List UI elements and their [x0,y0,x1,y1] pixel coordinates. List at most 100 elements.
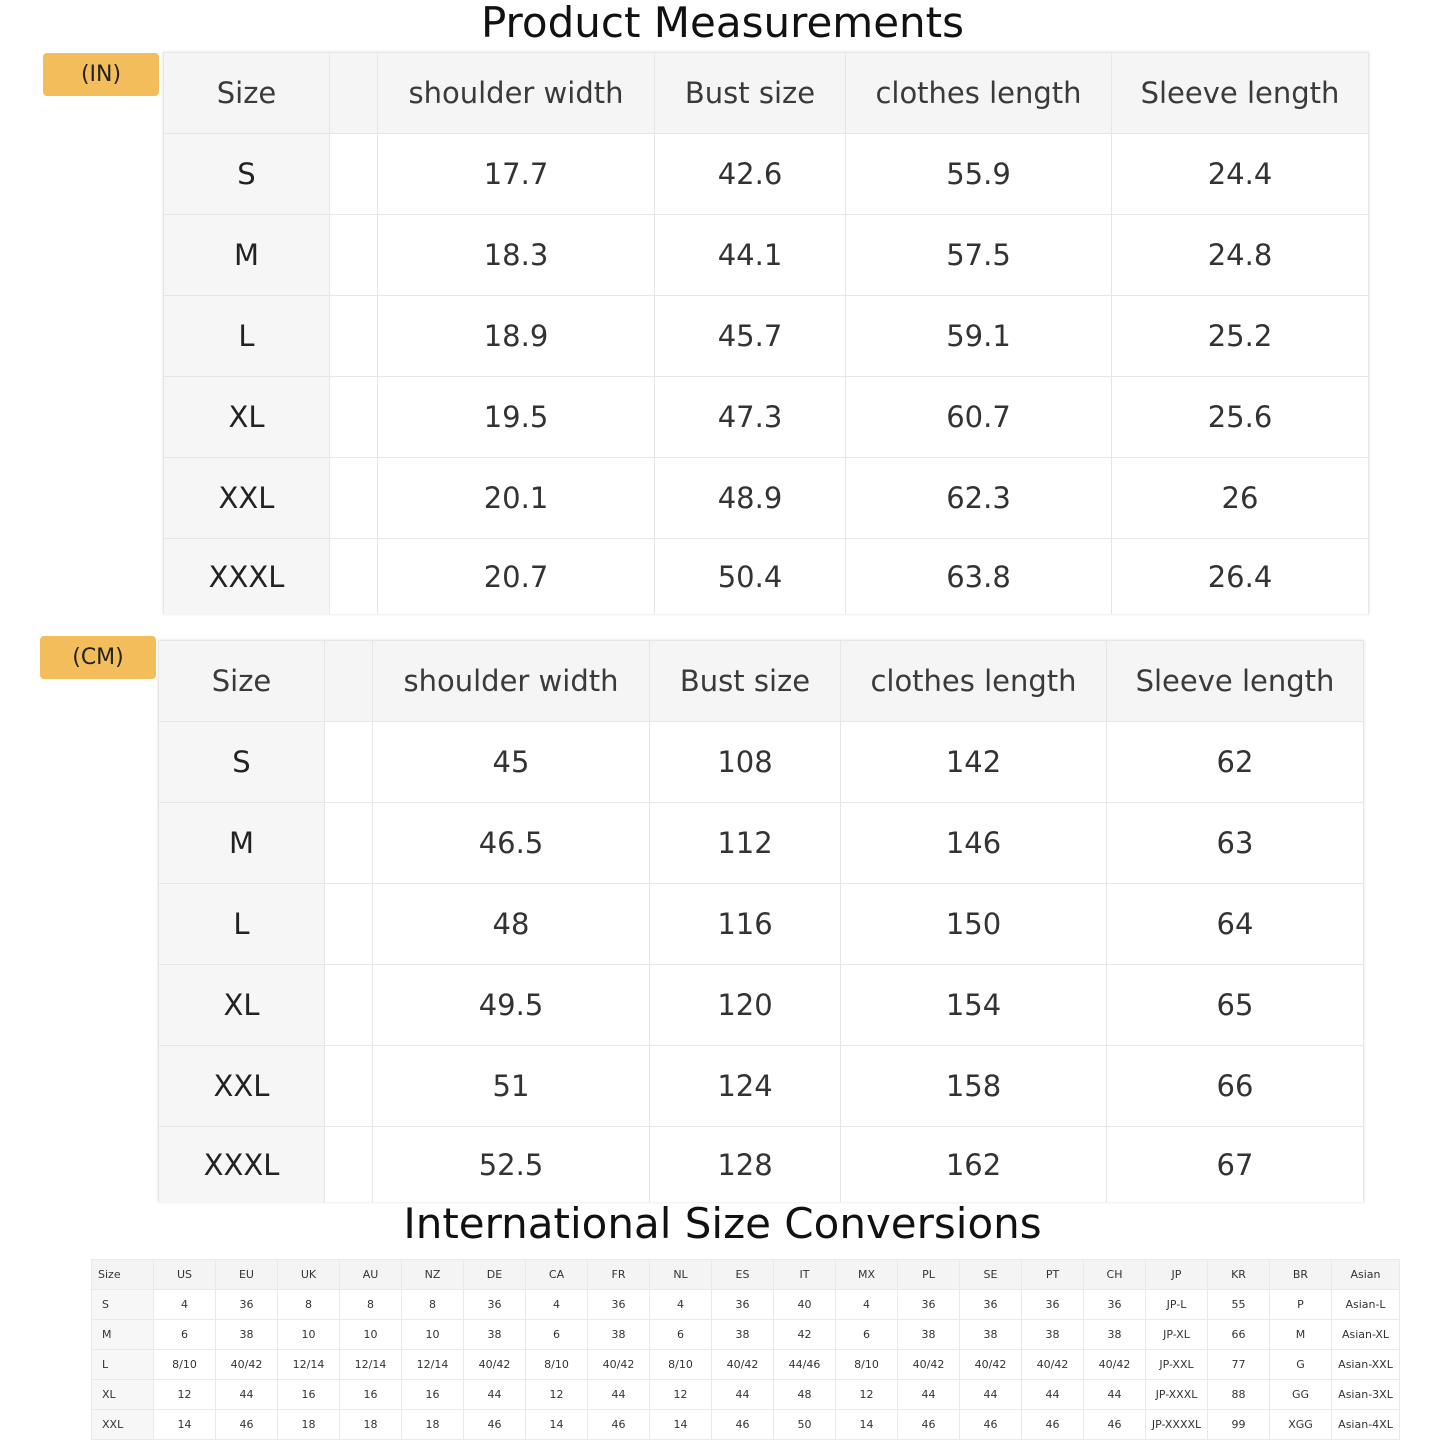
table-row: S 17.7 42.6 55.9 24.4 [163,133,1369,215]
conversion-cell: 12/14 [339,1349,402,1380]
inch-unit-badge: (IN) [43,53,159,96]
conversion-cell: 4 [835,1289,898,1320]
measurement-cell: 66 [1106,1045,1364,1127]
conversion-cell: 46 [1021,1409,1084,1440]
measurement-cell: 59.1 [845,295,1112,377]
size-cell: L [158,883,325,965]
blank-cell [329,214,378,296]
size-cell: M [158,802,325,884]
table-row: XXL 51 124 158 66 [158,1045,1364,1127]
blank-cell [329,457,378,539]
conversion-cell: 38 [463,1319,526,1350]
cm-measurement-table: Size shoulder width Bust size clothes lengt… [158,640,1364,1202]
size-column-header: Size [91,1259,154,1290]
conversion-cell: 40/42 [463,1349,526,1380]
size-cell: XXXL [163,538,330,614]
measurement-cell: 49.5 [372,964,650,1046]
size-cell: S [163,133,330,215]
measurement-column-header: shoulder width [372,640,650,722]
conversion-cell: 99 [1207,1409,1270,1440]
region-column-header: AU [339,1259,402,1290]
conversion-cell: Asian-XL [1331,1319,1400,1350]
conversion-cell: 40/42 [587,1349,650,1380]
conversion-cell: 4 [153,1289,216,1320]
conversion-cell: P [1269,1289,1332,1320]
size-column-header: Size [158,640,325,722]
measurement-cell: 52.5 [372,1126,650,1202]
measurement-column-header: Sleeve length [1111,52,1369,134]
conversion-cell: 44 [215,1379,278,1410]
conversion-cell: 77 [1207,1349,1270,1380]
conversion-cell: 40/42 [959,1349,1022,1380]
conversion-cell: 8 [401,1289,464,1320]
conversion-cell: 38 [897,1319,960,1350]
conversion-cell: GG [1269,1379,1332,1410]
blank-column-header [329,52,378,134]
measurement-cell: 67 [1106,1126,1364,1202]
size-cell: S [91,1289,154,1320]
conversion-cell: 6 [525,1319,588,1350]
blank-cell [324,1126,373,1202]
measurement-cell: 48.9 [654,457,846,539]
table-row: S 4 36 8 8 8 36 4 36 4 36 40 4 36 36 36 36 JP-L 55 P Asian-L [91,1289,1400,1320]
table-header-row: Size shoulder width Bust size clothes lengt… [158,640,1364,722]
conversion-cell: Asian-XXL [1331,1349,1400,1380]
blank-cell [329,376,378,458]
measurement-cell: 64 [1106,883,1364,965]
region-column-header: Asian [1331,1259,1400,1290]
measurement-cell: 162 [840,1126,1107,1202]
measurement-column-header: clothes length [845,52,1112,134]
measurement-cell: 20.1 [377,457,655,539]
measurement-cell: 44.1 [654,214,846,296]
region-column-header: US [153,1259,216,1290]
conversion-cell: JP-XXL [1145,1349,1208,1380]
conversion-cell: 44 [1083,1379,1146,1410]
measurement-cell: 62 [1106,721,1364,803]
measurement-cell: 154 [840,964,1107,1046]
conversion-cell: 38 [1083,1319,1146,1350]
conversion-cell: Asian-3XL [1331,1379,1400,1410]
table-row: XL 12 44 16 16 16 44 12 44 12 44 48 12 44 44 44 44 JP-XXX… [91,1379,1400,1410]
conversion-cell: 10 [339,1319,402,1350]
table-header-row: Size shoulder width Bust size clothes lengt… [163,52,1369,134]
measurement-column-header: shoulder width [377,52,655,134]
region-column-header: BR [1269,1259,1332,1290]
blank-cell [324,964,373,1046]
conversion-cell: XGG [1269,1409,1332,1440]
measurement-cell: 150 [840,883,1107,965]
region-column-header: JP [1145,1259,1208,1290]
conversion-cell: 36 [897,1289,960,1320]
size-cell: L [163,295,330,377]
conversion-cell: 36 [1021,1289,1084,1320]
conversion-cell: 38 [215,1319,278,1350]
measurement-cell: 45.7 [654,295,846,377]
conversion-cell: 18 [401,1409,464,1440]
conversion-cell: 8/10 [835,1349,898,1380]
conversion-cell: 14 [835,1409,898,1440]
conversion-cell: 4 [525,1289,588,1320]
measurement-cell: 26.4 [1111,538,1369,614]
conversion-cell: 46 [1083,1409,1146,1440]
size-conversion-table: Size US EU UK AU NZ DE CA FR NL ES IT MX PL SE PT CH JP KR… [91,1259,1400,1440]
table-row: M 6 38 10 10 10 38 6 38 6 38 42 6 38 38 38 38 JP-XL 66 M Asi… [91,1319,1400,1350]
measurement-cell: 120 [649,964,841,1046]
conversion-cell: 48 [773,1379,836,1410]
conversion-cell: JP-L [1145,1289,1208,1320]
cm-unit-badge: (CM) [40,636,156,679]
table-row: M 18.3 44.1 57.5 24.8 [163,214,1369,296]
measurement-cell: 57.5 [845,214,1112,296]
conversion-cell: 40 [773,1289,836,1320]
conversion-cell: 4 [649,1289,712,1320]
conversion-cell: G [1269,1349,1332,1380]
conversion-cell: 8 [277,1289,340,1320]
measurement-cell: 63 [1106,802,1364,884]
conversion-cell: Asian-4XL [1331,1409,1400,1440]
measurement-cell: 65 [1106,964,1364,1046]
blank-column-header [324,640,373,722]
measurement-cell: 51 [372,1045,650,1127]
conversion-cell: 50 [773,1409,836,1440]
size-cell: L [91,1349,154,1380]
conversion-cell: 36 [959,1289,1022,1320]
region-column-header: CA [525,1259,588,1290]
conversion-cell: 12 [835,1379,898,1410]
